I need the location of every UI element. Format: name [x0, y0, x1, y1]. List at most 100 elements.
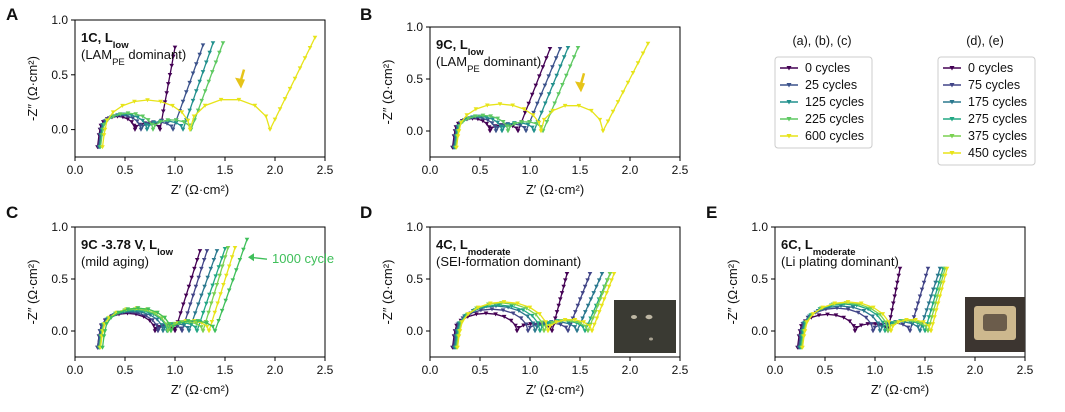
data-point [217, 50, 222, 55]
data-point [524, 306, 529, 311]
data-point [861, 309, 867, 313]
data-point [547, 324, 553, 329]
data-point [521, 107, 527, 112]
y-tick-label: 1.0 [751, 220, 768, 234]
data-point [599, 272, 605, 276]
y-axis-label: -Z″ (Ω·cm²) [725, 260, 740, 325]
y-tick-label: 1.0 [51, 220, 68, 234]
axes-frame [429, 26, 681, 158]
data-point [859, 301, 864, 306]
annotation-1000-cycle: 1000 cycle [272, 251, 334, 266]
legend-entry: 0 cycles [805, 61, 850, 75]
data-point [170, 127, 176, 132]
data-point [554, 310, 560, 315]
data-point [156, 124, 162, 129]
data-point [516, 326, 521, 330]
data-point [497, 102, 503, 107]
data-point [201, 258, 207, 262]
data-point [221, 283, 226, 287]
data-point [534, 121, 539, 126]
data-point [917, 294, 923, 299]
data-point [116, 310, 121, 315]
data-point [850, 305, 856, 310]
data-point [529, 313, 535, 318]
data-point [915, 301, 921, 306]
data-point [556, 303, 561, 308]
x-tick-label: 2.5 [1017, 363, 1034, 377]
data-point [473, 114, 478, 119]
data-point [590, 316, 596, 321]
data-point [886, 320, 892, 325]
data-point [563, 325, 569, 330]
data-point [138, 127, 144, 132]
series-line-0-cycles [451, 273, 568, 348]
aging-arrow-head [235, 77, 245, 89]
data-point [559, 291, 565, 296]
data-point [604, 291, 609, 296]
data-point [499, 129, 505, 134]
x-tick-label: 1.5 [917, 363, 934, 377]
data-point [935, 273, 941, 278]
legend-entry: 375 cycles [968, 129, 1027, 143]
data-point [561, 284, 566, 289]
series-group [95, 237, 250, 350]
data-point [872, 325, 878, 330]
data-point [516, 309, 522, 313]
data-point [125, 307, 131, 312]
data-point [118, 112, 123, 117]
data-point [202, 89, 208, 94]
data-point [486, 125, 492, 130]
data-point [635, 61, 641, 66]
data-point [530, 321, 536, 326]
data-point [883, 320, 889, 325]
data-point [596, 278, 602, 283]
x-tick-label: 0.0 [67, 163, 84, 177]
data-point [495, 116, 500, 121]
data-point [244, 237, 250, 242]
data-point [230, 278, 236, 283]
data-point [585, 278, 590, 283]
data-point [925, 266, 931, 271]
data-point [272, 117, 278, 122]
data-point [606, 284, 612, 289]
data-point [611, 272, 617, 276]
plating-center [983, 314, 1007, 331]
data-point [523, 129, 529, 134]
data-point [580, 316, 585, 321]
data-point [485, 118, 491, 123]
data-point [820, 305, 825, 310]
legend-swatch-marker [786, 66, 792, 71]
data-point [234, 268, 239, 273]
data-point [222, 255, 228, 260]
data-point [197, 249, 203, 254]
legend-title: (d), (e) [966, 34, 1004, 48]
x-tick-label: 2.0 [622, 163, 639, 177]
x-axis-label: Z′ (Ω·cm²) [526, 182, 584, 197]
data-point [566, 321, 572, 326]
x-tick-label: 2.5 [317, 163, 334, 177]
data-point [610, 109, 616, 114]
data-point [143, 314, 149, 319]
data-point [150, 318, 155, 323]
x-tick-label: 2.5 [672, 363, 689, 377]
data-point [211, 258, 217, 262]
data-point [189, 275, 194, 280]
data-point [640, 51, 646, 56]
data-point [171, 54, 176, 59]
condition-subscript: low [468, 47, 484, 58]
data-point [567, 64, 573, 69]
data-point [580, 291, 585, 296]
data-point [478, 308, 484, 313]
data-point [282, 97, 288, 102]
legend-box [937, 56, 1036, 166]
data-point [191, 114, 197, 119]
data-point [219, 308, 225, 313]
data-point [456, 129, 462, 134]
data-point [267, 127, 273, 132]
y-tick-label: 0.0 [406, 124, 423, 138]
data-point [905, 325, 911, 330]
data-point [200, 43, 206, 48]
data-point [456, 334, 462, 339]
panel-letter: A [6, 5, 18, 24]
